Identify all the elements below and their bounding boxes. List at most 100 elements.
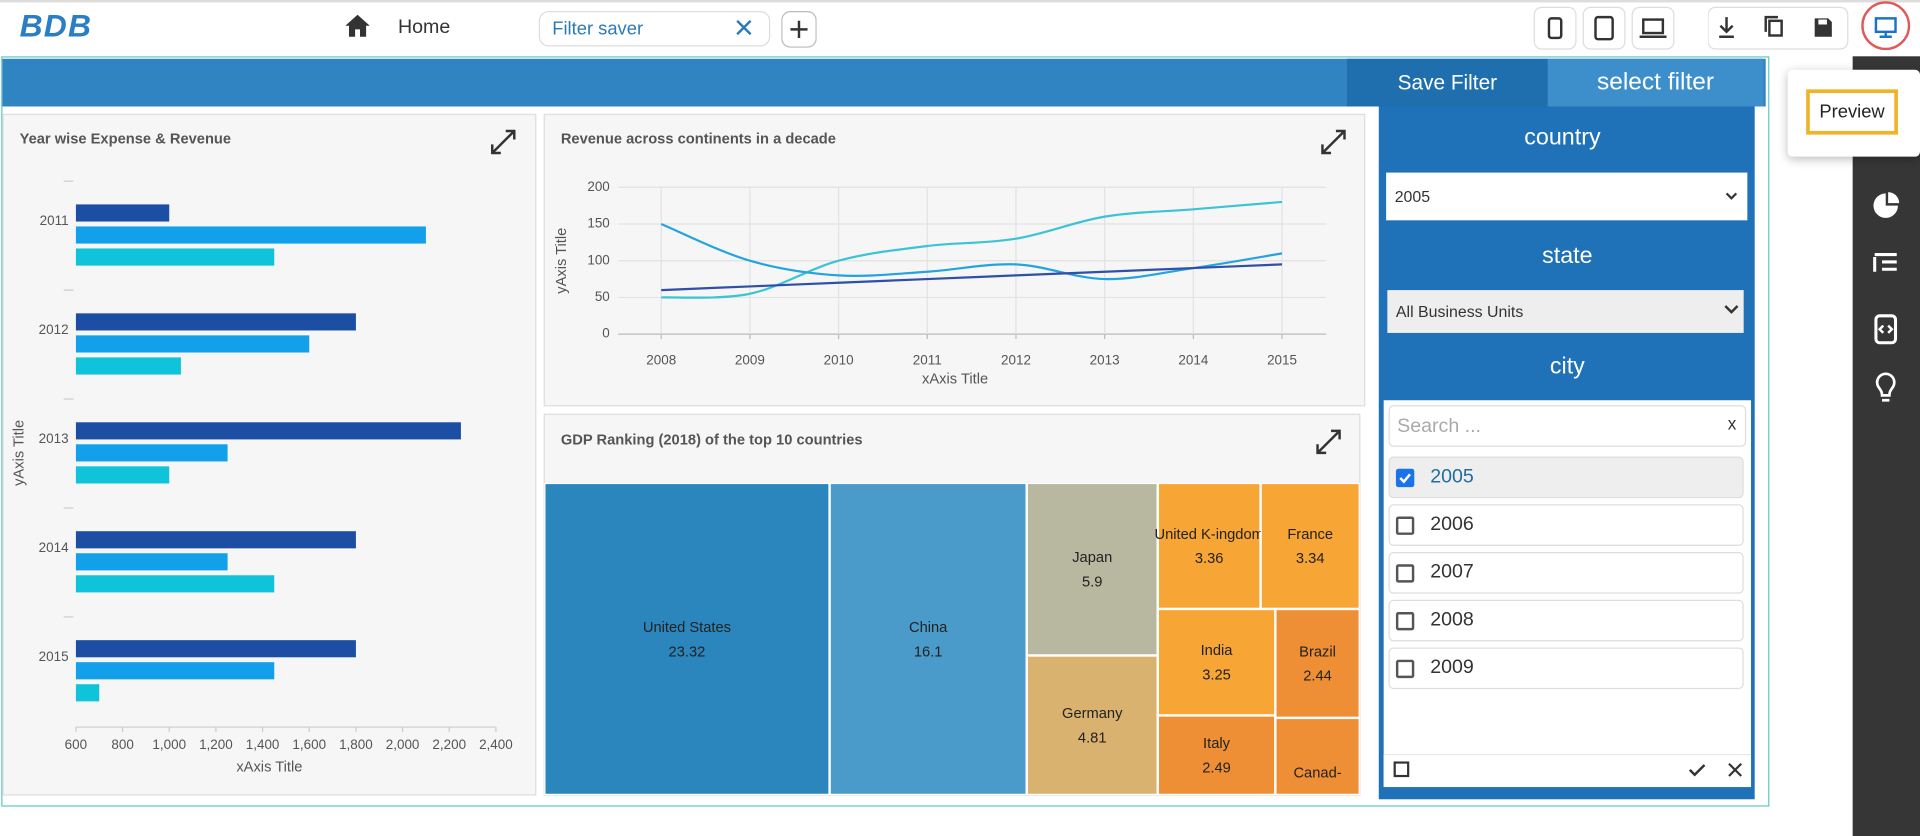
- line-series: [661, 200, 1283, 299]
- city-search[interactable]: Search ...: [1388, 405, 1747, 447]
- x-tick-label: 1,800: [339, 737, 373, 752]
- add-tab[interactable]: [781, 11, 817, 48]
- cell-value: 3.36: [1195, 551, 1224, 567]
- option-label[interactable]: 2007: [1430, 561, 1474, 583]
- option-label[interactable]: 2008: [1430, 609, 1474, 631]
- chart-title: Revenue across continents in a decade: [561, 131, 836, 147]
- y-tick-label: 2014: [39, 540, 69, 555]
- y-tick-label: 50: [595, 289, 610, 304]
- bar: [75, 575, 275, 593]
- bar: [75, 357, 181, 375]
- option-label[interactable]: 2006: [1430, 514, 1474, 535]
- home-icon[interactable]: [344, 13, 371, 37]
- checkbox[interactable]: [1395, 659, 1415, 678]
- y-axis-title: yAxis Title: [554, 228, 570, 294]
- y-tick-label: 2011: [40, 213, 69, 228]
- y-tick-label: 2015: [39, 649, 69, 664]
- cell-label: Italy: [1203, 736, 1231, 752]
- dropdown-arrows: [1724, 192, 1739, 314]
- cell-value: 3.34: [1296, 551, 1325, 567]
- device-buttons[interactable]: [1531, 5, 1702, 52]
- city-option[interactable]: 2006: [1388, 504, 1744, 546]
- bar: [75, 226, 426, 244]
- treemap-cell: [1157, 608, 1276, 716]
- treemap-cell: [1275, 717, 1360, 795]
- x-tick-label: 2,400: [479, 737, 513, 752]
- bar: [75, 662, 275, 680]
- tab[interactable]: [538, 11, 771, 47]
- cell-label: Canad-: [1293, 765, 1341, 781]
- state-dropdown[interactable]: All Business Units: [1387, 290, 1744, 333]
- treemap-cell: [1026, 655, 1158, 795]
- home-link[interactable]: Home: [397, 17, 451, 38]
- tab-label[interactable]: Filter saver: [552, 18, 644, 40]
- expand-icon[interactable]: [1321, 129, 1346, 155]
- option-label[interactable]: 2005: [1430, 466, 1474, 488]
- y-axis-title: yAxis Title: [11, 420, 27, 486]
- x-tick-label: 2,000: [386, 737, 420, 752]
- bar: [75, 204, 170, 222]
- checkbox[interactable]: [1395, 515, 1415, 535]
- sidebar-icons[interactable]: [1853, 184, 1920, 417]
- checkbox[interactable]: [1395, 563, 1415, 583]
- treemap-cell: [544, 482, 830, 795]
- bar: [75, 531, 356, 549]
- expand-icon[interactable]: [1316, 429, 1341, 455]
- save-filter-button[interactable]: Save Filter: [1346, 58, 1548, 107]
- state-label: state: [1542, 243, 1593, 270]
- search-clear[interactable]: x: [1727, 413, 1737, 434]
- cell-value: 3.25: [1202, 668, 1231, 684]
- city-option[interactable]: 2005: [1388, 456, 1744, 499]
- cell-label: United K-ingdom: [1154, 527, 1263, 543]
- cell-label: United States: [643, 620, 731, 636]
- footer-icons[interactable]: [1391, 759, 1746, 783]
- city-option[interactable]: 2007: [1388, 552, 1744, 594]
- city-label: city: [1549, 353, 1585, 380]
- cell-value: 2.44: [1303, 669, 1332, 685]
- cell-label: India: [1201, 643, 1234, 659]
- bar: [75, 684, 100, 702]
- city-option[interactable]: 2009: [1388, 647, 1744, 690]
- cell-value: 23.32: [669, 644, 706, 660]
- y-tick-label: 100: [587, 252, 609, 267]
- cell-value: 5.9: [1082, 575, 1102, 591]
- bar: [75, 313, 356, 331]
- x-tick-label: 2015: [1267, 353, 1297, 368]
- x-tick-label: 2011: [913, 353, 942, 368]
- option-label[interactable]: 2009: [1430, 657, 1474, 679]
- x-axis-title: xAxis Title: [922, 371, 988, 387]
- x-tick-label: 2012: [1001, 353, 1031, 368]
- country-dropdown[interactable]: 2005: [1386, 172, 1748, 221]
- tooltip-label: Preview: [1806, 89, 1898, 135]
- action-buttons[interactable]: [1708, 5, 1855, 52]
- treemap-cell: [829, 482, 1027, 795]
- chart-title: Year wise Expense & Revenue: [20, 131, 231, 147]
- expand-icon[interactable]: [491, 129, 516, 155]
- bar: [75, 553, 228, 571]
- bar: [75, 335, 310, 353]
- x-tick-label: 1,400: [246, 737, 280, 752]
- bar: [75, 444, 228, 462]
- cell-label: China: [909, 620, 948, 636]
- x-tick-label: 1,000: [152, 737, 186, 752]
- city-option[interactable]: 2008: [1388, 599, 1744, 642]
- x-tick-label: 2008: [646, 353, 676, 368]
- checkbox[interactable]: [1395, 611, 1415, 630]
- x-tick-label: 800: [111, 737, 133, 752]
- x-tick-label: 1,600: [292, 737, 326, 752]
- x-tick-label: 600: [65, 737, 87, 752]
- dashboard: [1, 56, 1770, 807]
- treemap-cell: [1157, 715, 1276, 795]
- y-tick-label: 0: [602, 326, 609, 341]
- tab-close[interactable]: [736, 19, 752, 36]
- select-filter[interactable]: select filter: [1547, 58, 1764, 107]
- x-tick-label: 2014: [1178, 353, 1208, 368]
- logo[interactable]: BDB: [19, 7, 93, 45]
- cell-label: Japan: [1072, 550, 1112, 566]
- preview-button[interactable]: [1860, 0, 1914, 54]
- treemap-cell: [1260, 482, 1360, 609]
- checkbox[interactable]: [1395, 468, 1415, 487]
